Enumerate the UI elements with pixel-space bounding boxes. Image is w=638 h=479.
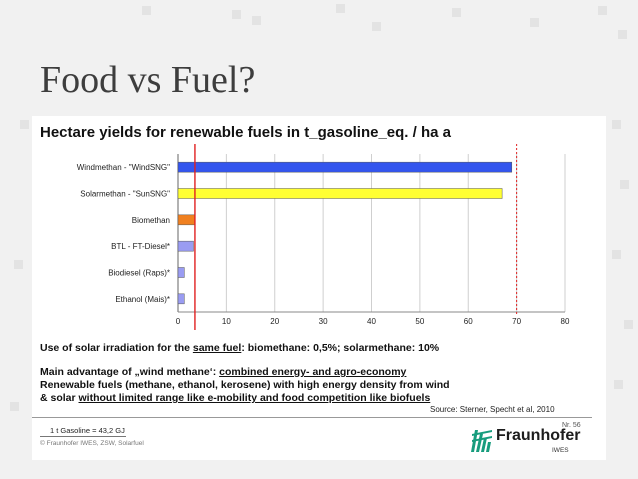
x-tick-label: 40 (367, 317, 376, 326)
note-text: Main advantage of „wind methane‘: (40, 366, 220, 378)
fraunhofer-logo-mark-icon (470, 428, 494, 454)
x-tick-label: 0 (176, 317, 181, 326)
conversion-note: 1 t Gasoline = 43,2 GJ (50, 426, 125, 435)
bar (177, 214, 196, 226)
decor-square (612, 250, 621, 259)
note-underlined: same fuel (192, 342, 242, 354)
slide-title: Food vs Fuel? (40, 59, 256, 101)
bar (177, 267, 185, 278)
x-tick-label: 50 (415, 317, 424, 326)
note-text: Use of solar irradiation for the (40, 342, 193, 354)
divider (40, 436, 126, 437)
x-tick-label: 30 (319, 317, 328, 326)
decor-square (10, 402, 19, 411)
category-label: Biodiesel (Raps)* (108, 269, 170, 278)
chart-title: Hectare yields for renewable fuels in t_… (40, 124, 451, 141)
x-tick-label: 60 (464, 317, 473, 326)
category-label: Solarmethan - "SunSNG" (80, 190, 170, 199)
note-underlined: without limited range like e-mobility an… (78, 392, 431, 404)
category-label: Windmethan - "WindSNG" (77, 163, 170, 172)
note-main-advantage: Main advantage of „wind methane‘: combin… (40, 366, 406, 379)
divider (32, 417, 592, 418)
note-text: : biomethane: 0,5%; solarmethane: 10% (241, 342, 440, 354)
bar (177, 293, 185, 305)
category-label: Biomethan (132, 216, 170, 225)
bar (177, 188, 503, 199)
decor-square (252, 16, 261, 25)
category-label: BTL - FT-Diesel* (111, 242, 170, 251)
note-renewable-fuels: Renewable fuels (methane, ethanol, keros… (40, 379, 450, 391)
decor-square (612, 120, 621, 129)
bar (177, 161, 513, 173)
bar-chart: 0 10 20 30 40 50 60 70 80 Windmethan - "WindSNG" S… (77, 144, 570, 330)
decor-square (624, 320, 633, 329)
chart-panel: 0 10 20 30 40 50 60 70 80 Windmethan - "WindSNG" S… (32, 116, 606, 460)
decor-square (14, 260, 23, 269)
decor-square (620, 180, 629, 189)
x-tick-label: 20 (270, 317, 279, 326)
decor-square (336, 4, 345, 13)
logo-subtitle: IWES (552, 447, 569, 454)
decor-square (618, 30, 627, 39)
note-underlined: combined energy- and agro-economy (219, 366, 407, 378)
note-text: & solar (40, 392, 79, 404)
decor-square (530, 18, 539, 27)
fraunhofer-logo: Fraunhofer IWES (470, 426, 600, 456)
note-solar-range: & solar without limited range like e-mob… (40, 392, 430, 405)
bar (177, 240, 194, 252)
x-tick-label: 10 (222, 317, 231, 326)
note-solar-irradiation: Use of solar irradiation for the same fu… (40, 342, 439, 355)
x-tick-label: 70 (512, 317, 521, 326)
source-citation: Source: Sterner, Specht et al, 2010 (430, 405, 555, 414)
decor-square (452, 8, 461, 17)
copyright: © Fraunhofer IWES, ZSW, Solarfuel (40, 440, 144, 447)
slide-number: Nr. 56 (562, 422, 581, 429)
decor-square (232, 10, 241, 19)
category-label: Ethanol (Mais)* (115, 295, 170, 304)
x-tick-label: 80 (561, 317, 570, 326)
logo-wordmark: Fraunhofer (496, 427, 581, 444)
decor-square (142, 6, 151, 15)
decor-square (20, 120, 29, 129)
decor-square (614, 380, 623, 389)
decor-square (598, 6, 607, 15)
decor-square (372, 22, 381, 31)
